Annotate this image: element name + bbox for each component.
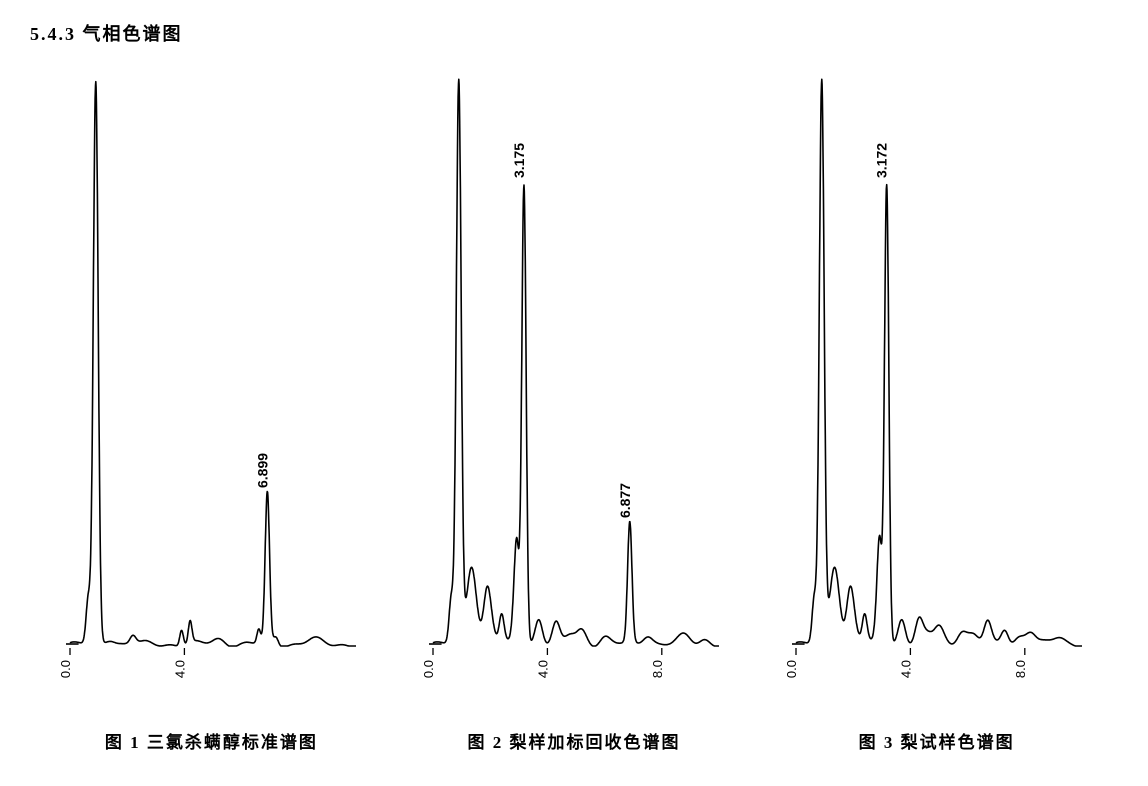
svg-text:6.899: 6.899 [255,453,271,488]
svg-text:0.0: 0.0 [58,660,73,678]
svg-text:3.175: 3.175 [511,143,527,178]
svg-text:8.0: 8.0 [1012,660,1027,678]
svg-text:0.0: 0.0 [421,660,436,678]
chart-2-caption: 图 2 梨样加标回收色谱图 [467,728,680,753]
svg-text:8.0: 8.0 [650,660,665,678]
svg-text:3.172: 3.172 [873,143,889,178]
chart-3-caption: 图 3 梨试样色谱图 [859,728,1015,753]
svg-text:4.0: 4.0 [535,660,550,678]
svg-text:0.0: 0.0 [784,660,799,678]
chromatogram-3-svg: 0.0 4.0 8.0 3.172 [782,66,1092,706]
chart-cell-1: 0.0 4.0 6.899 图 1 三氯杀螨醇标准谱图 [56,66,366,753]
chromatogram-2-svg: 0.0 4.0 8.0 3.175 6.877 [419,66,729,706]
svg-text:6.877: 6.877 [617,483,633,518]
svg-text:4.0: 4.0 [898,660,913,678]
chart-cell-2: 0.0 4.0 8.0 3.175 6.877 图 2 梨样加标回收色谱图 [419,66,729,753]
svg-text:4.0: 4.0 [173,660,188,678]
charts-row: 0.0 4.0 6.899 图 1 三氯杀螨醇标准谱图 0.0 4.0 8.0 3.175… [30,66,1118,753]
chromatogram-1-svg: 0.0 4.0 6.899 [56,66,366,706]
section-heading: 5.4.3 气相色谱图 [30,20,1118,46]
chart-1-caption: 图 1 三氯杀螨醇标准谱图 [105,728,318,753]
chart-cell-3: 0.0 4.0 8.0 3.172 图 3 梨试样色谱图 [782,66,1092,753]
